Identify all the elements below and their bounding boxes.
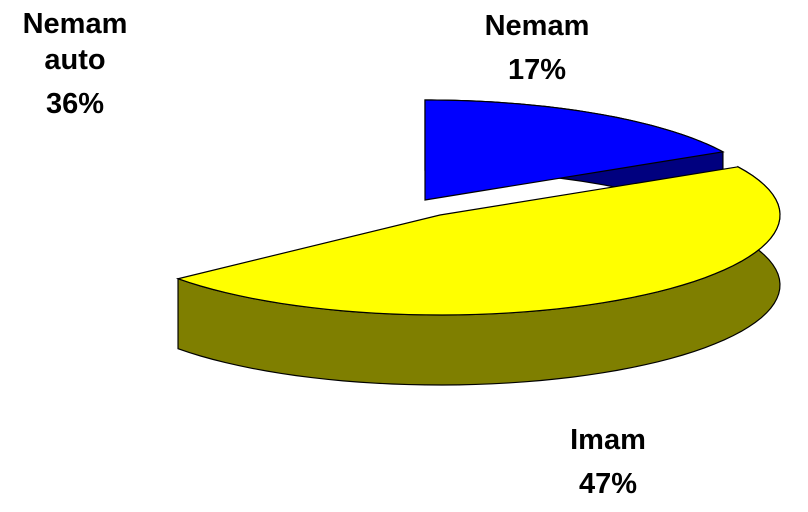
slice-value-label: 47%: [578, 468, 638, 500]
slice-label: Imam: [570, 424, 646, 456]
slice-top: [80, 105, 420, 269]
slice-value-label: 17%: [507, 54, 567, 86]
slice-top: [175, 166, 781, 316]
slice-label: Nemam auto: [22, 8, 128, 76]
slice-top: [424, 99, 725, 201]
slice-label: Nemam: [484, 10, 590, 42]
pie-slice: [175, 165, 781, 386]
pie-slice: [80, 105, 420, 339]
slice-value-label: 36%: [45, 88, 105, 120]
